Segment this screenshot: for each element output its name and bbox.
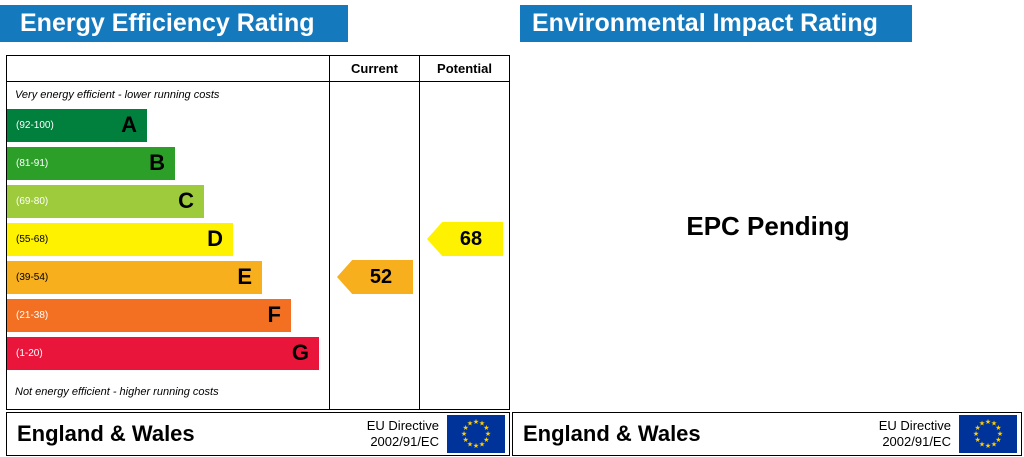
band-letter: C [178, 188, 194, 213]
energy-footer: England & Wales EU Directive 2002/91/EC … [6, 412, 510, 456]
svg-text:★: ★ [473, 442, 479, 450]
current-column: 52 [329, 82, 419, 409]
svg-text:★: ★ [979, 440, 985, 448]
energy-rating-chart: Current Potential Very energy efficient … [6, 55, 510, 410]
svg-text:★: ★ [462, 436, 468, 444]
band-row: (81-91) B [7, 144, 329, 182]
svg-text:★: ★ [461, 430, 467, 438]
band-range: (1-20) [16, 347, 43, 359]
svg-text:★: ★ [483, 436, 489, 444]
energy-efficiency-panel: Energy Efficiency Rating Current Potenti… [0, 5, 510, 456]
band-letter: F [267, 302, 281, 327]
svg-text:★: ★ [479, 420, 485, 428]
eu-directive-text: EU Directive 2002/91/EC [367, 418, 447, 449]
svg-text:★: ★ [467, 440, 473, 448]
svg-text:★: ★ [479, 440, 485, 448]
environmental-impact-panel: Environmental Impact Rating EPC Pending … [512, 0, 1024, 457]
environmental-rating-title: Environmental Impact Rating [520, 5, 912, 42]
eu-flag-icon: ★ ★★★★★★★★★★★ [959, 415, 1017, 453]
svg-text:★: ★ [974, 424, 980, 432]
band-range: (39-54) [16, 271, 49, 283]
region-label: England & Wales [17, 421, 195, 446]
band-range: (21-38) [16, 309, 49, 321]
band-range: (92-100) [16, 119, 54, 131]
band-row: (92-100) A [7, 106, 329, 144]
band-row: (21-38) F [7, 296, 329, 334]
band-range: (69-80) [16, 195, 49, 207]
band-row: (55-68) D [7, 220, 329, 258]
chart-header-spacer [7, 56, 329, 82]
svg-text:★: ★ [991, 420, 997, 428]
current-arrow: 52 [337, 260, 413, 294]
svg-text:★: ★ [985, 442, 991, 450]
bands-column: Very energy efficient - lower running co… [7, 82, 329, 409]
energy-rating-title: Energy Efficiency Rating [0, 5, 348, 42]
band-bar: (39-54) E [7, 260, 262, 294]
environmental-footer: England & Wales EU Directive 2002/91/EC … [512, 412, 1022, 456]
svg-text:★: ★ [991, 440, 997, 448]
band-row: (1-20) G [7, 334, 329, 372]
eu-flag-icon: ★ ★★★★★★★★★★★ [447, 415, 505, 453]
band-letter: A [121, 112, 137, 137]
current-column-header: Current [329, 56, 419, 82]
svg-text:★: ★ [473, 418, 479, 426]
band-row: (69-80) C [7, 182, 329, 220]
band-letter: E [237, 264, 252, 289]
eu-directive-text: EU Directive 2002/91/EC [879, 418, 959, 449]
environmental-chart-area: EPC Pending [514, 42, 1022, 410]
eu-directive-line2: 2002/91/EC [370, 434, 439, 449]
band-letter: B [149, 150, 165, 175]
svg-text:★: ★ [997, 430, 1003, 438]
band-letter: G [291, 340, 309, 365]
eu-directive-line1: EU Directive [878, 418, 951, 434]
svg-text:★: ★ [995, 424, 1001, 432]
bottom-note: Not energy efficient - higher running co… [15, 386, 219, 398]
bands-list: (92-100) A (81-91) B (69-80) C (55-68) D… [7, 106, 329, 372]
svg-text:★: ★ [462, 424, 468, 432]
potential-arrow: 68 [427, 222, 503, 256]
potential-column-header: Potential [419, 56, 509, 82]
svg-text:★: ★ [974, 436, 980, 444]
band-row: (39-54) E [7, 258, 329, 296]
band-bar: (81-91) B [7, 146, 175, 180]
svg-text:★: ★ [995, 436, 1001, 444]
epc-pending-text: EPC Pending [686, 210, 850, 241]
svg-text:★: ★ [973, 430, 979, 438]
band-bar: (55-68) D [7, 222, 233, 256]
top-note: Very energy efficient - lower running co… [15, 89, 220, 101]
potential-column: 68 [419, 82, 509, 409]
svg-text:★: ★ [985, 418, 991, 426]
svg-text:★: ★ [485, 430, 491, 438]
region-label: England & Wales [523, 421, 701, 446]
band-range: (55-68) [16, 233, 49, 245]
band-bar: (69-80) C [7, 184, 204, 218]
eu-directive-line2: 2002/91/EC [882, 434, 951, 449]
svg-text:★: ★ [483, 424, 489, 432]
band-bar: (1-20) G [7, 336, 319, 370]
band-letter: D [207, 226, 223, 251]
band-bar: (92-100) A [7, 108, 147, 142]
eu-directive-line1: EU Directive [366, 418, 439, 434]
svg-text:★: ★ [467, 420, 473, 428]
band-range: (81-91) [16, 157, 49, 169]
svg-text:★: ★ [979, 420, 985, 428]
band-bar: (21-38) F [7, 298, 291, 332]
